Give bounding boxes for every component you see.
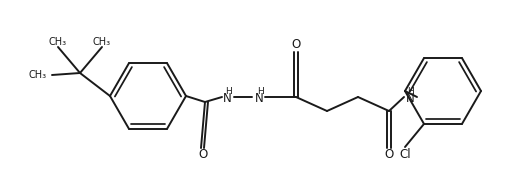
Text: N: N	[255, 92, 264, 104]
Text: N: N	[222, 92, 231, 104]
Text: CH₃: CH₃	[49, 37, 67, 47]
Text: CH₃: CH₃	[29, 70, 47, 80]
Text: O: O	[198, 148, 208, 161]
Text: O: O	[384, 148, 394, 161]
Text: N: N	[406, 93, 414, 105]
Text: H: H	[407, 87, 413, 95]
Text: H: H	[257, 87, 264, 95]
Text: H: H	[225, 87, 231, 95]
Text: CH₃: CH₃	[93, 37, 111, 47]
Text: O: O	[291, 39, 300, 51]
Text: Cl: Cl	[399, 147, 411, 161]
